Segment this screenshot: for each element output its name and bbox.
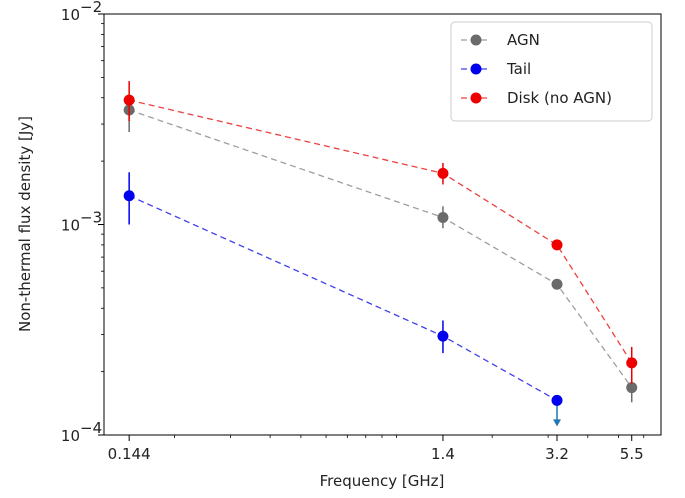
legend-label: Disk (no AGN) bbox=[507, 89, 612, 107]
x-axis-label: Frequency [GHz] bbox=[320, 472, 445, 490]
data-point bbox=[551, 239, 563, 251]
data-point bbox=[437, 167, 449, 179]
data-point bbox=[551, 278, 563, 290]
y-tick-label: 10 bbox=[61, 427, 80, 445]
data-point bbox=[437, 330, 449, 342]
y-axis-ticks: 10−410−310−2 bbox=[61, 0, 104, 445]
data-point bbox=[626, 357, 638, 369]
data-point bbox=[437, 211, 449, 223]
x-tick-label: 3.2 bbox=[545, 445, 569, 463]
series-disk-no-agn bbox=[123, 81, 638, 384]
y-tick-label: 10 bbox=[61, 6, 80, 24]
series-tail bbox=[123, 172, 563, 427]
legend-label: Tail bbox=[506, 60, 531, 78]
data-point bbox=[123, 94, 135, 106]
legend-entry: Tail bbox=[461, 60, 531, 78]
legend-marker bbox=[470, 63, 482, 75]
x-tick-label: 0.144 bbox=[108, 445, 151, 463]
series-line bbox=[128, 195, 558, 401]
legend-frame bbox=[450, 21, 653, 122]
data-point bbox=[551, 394, 563, 406]
y-tick-exponent: −4 bbox=[80, 419, 102, 437]
legend-marker bbox=[470, 34, 482, 46]
y-tick-exponent: −2 bbox=[80, 0, 102, 16]
legend: AGN Tail Disk (no AGN) bbox=[450, 21, 653, 122]
x-tick-label: 5.5 bbox=[620, 445, 644, 463]
series-layer bbox=[123, 81, 638, 427]
x-tick-label: 1.4 bbox=[431, 445, 455, 463]
x-axis-ticks: 0.144 1.4 3.2 5.5 bbox=[108, 435, 645, 463]
legend-entry: AGN bbox=[461, 31, 540, 49]
data-point bbox=[626, 382, 638, 394]
legend-marker bbox=[470, 92, 482, 104]
upper-limit-arrow-head bbox=[553, 419, 562, 427]
legend-entry: Disk (no AGN) bbox=[461, 89, 612, 107]
y-tick-exponent: −3 bbox=[80, 209, 102, 227]
y-tick-label: 10 bbox=[61, 217, 80, 235]
series-line bbox=[129, 99, 633, 364]
series-line bbox=[128, 109, 633, 388]
legend-label: AGN bbox=[507, 31, 540, 49]
y-axis-label: Non-thermal flux density [Jy] bbox=[16, 116, 34, 332]
data-point bbox=[123, 190, 135, 202]
